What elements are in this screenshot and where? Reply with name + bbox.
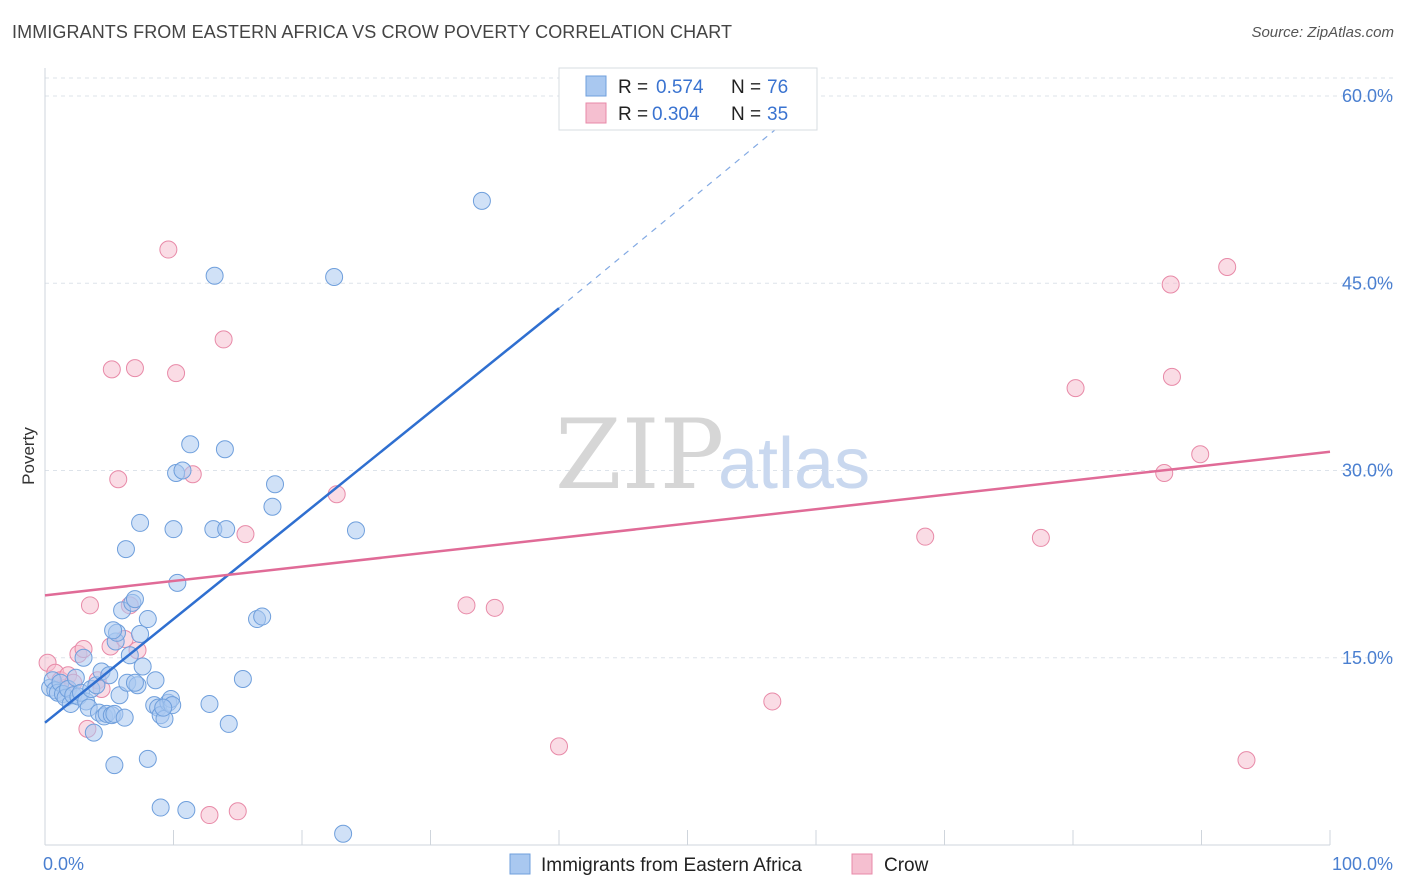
- data-point: [217, 520, 236, 539]
- y-tick-label: 60.0%: [1342, 86, 1393, 106]
- data-point: [215, 440, 234, 459]
- x-tick-label: 100.0%: [1332, 854, 1393, 874]
- data-point: [1161, 275, 1180, 294]
- axes: [44, 68, 1331, 846]
- bottom-legend-label-eastern-africa: Immigrants from Eastern Africa: [541, 855, 802, 876]
- trend-line-crow: [44, 450, 1331, 597]
- data-point: [168, 573, 187, 592]
- x-tick-label: 0.0%: [43, 854, 84, 874]
- data-point: [550, 737, 568, 756]
- data-point: [1237, 751, 1256, 770]
- y-tick-labels: 15.0% 30.0% 45.0% 60.0%: [1342, 86, 1393, 668]
- data-point: [177, 801, 196, 820]
- data-point: [109, 470, 128, 489]
- watermark-atlas: atlas: [718, 424, 870, 504]
- watermark-zip: ZIP: [555, 399, 724, 511]
- data-point: [1066, 379, 1085, 398]
- data-point: [1218, 258, 1237, 277]
- trend-line-eastern-africa: [44, 307, 560, 724]
- data-point: [115, 708, 134, 727]
- data-point: [200, 694, 219, 713]
- bottom-legend: Immigrants from Eastern Africa Crow: [509, 853, 929, 876]
- data-point: [228, 802, 247, 821]
- data-point: [102, 360, 121, 379]
- data-point: [116, 540, 135, 559]
- legend-r-value: 0.304: [652, 104, 700, 125]
- data-point: [131, 513, 150, 532]
- x-tick-labels: 0.0% 100.0%: [43, 854, 1393, 874]
- data-point: [105, 756, 124, 775]
- bottom-legend-swatch-pink: [851, 853, 873, 875]
- data-point: [916, 527, 935, 546]
- data-point: [346, 521, 365, 540]
- legend-r-label: R =: [618, 104, 648, 125]
- data-point: [159, 240, 178, 259]
- data-point: [472, 191, 491, 210]
- data-point: [485, 598, 504, 617]
- data-point: [167, 364, 186, 383]
- eastern-africa-points: [41, 191, 491, 843]
- data-point: [263, 497, 282, 516]
- legend-n-value: 76: [767, 77, 788, 98]
- data-point: [125, 590, 144, 609]
- data-point: [138, 610, 157, 629]
- legend-n-label: N =: [731, 77, 761, 98]
- data-point: [125, 359, 144, 378]
- data-point: [173, 461, 192, 480]
- bottom-legend-label-crow: Crow: [884, 855, 929, 876]
- data-point: [1191, 445, 1210, 464]
- data-point: [151, 798, 170, 817]
- legend-swatch-pink: [585, 102, 607, 124]
- data-point: [266, 475, 285, 494]
- trend-lines: [44, 95, 1331, 724]
- chart-source: Source: ZipAtlas.com: [1251, 24, 1394, 41]
- legend-n-value: 35: [767, 104, 788, 125]
- data-point: [1155, 463, 1174, 482]
- legend-swatch-blue: [585, 75, 607, 97]
- y-axis-label: Poverty: [19, 427, 38, 485]
- legend-r-label: R =: [618, 77, 648, 98]
- data-point: [131, 625, 150, 644]
- data-point: [214, 330, 233, 349]
- data-point: [205, 266, 224, 285]
- data-point: [80, 596, 99, 615]
- data-point: [66, 668, 85, 687]
- data-point: [74, 648, 93, 667]
- data-point: [233, 669, 252, 688]
- data-point: [457, 596, 476, 615]
- data-point: [181, 435, 200, 454]
- data-point: [104, 621, 123, 640]
- data-point: [325, 268, 344, 287]
- data-point: [253, 607, 272, 626]
- data-point: [125, 673, 144, 692]
- data-point: [164, 520, 183, 539]
- y-tick-label: 15.0%: [1342, 648, 1393, 668]
- data-point: [1162, 367, 1181, 386]
- data-point: [84, 723, 103, 742]
- data-point: [100, 666, 119, 685]
- legend-n-label: N =: [731, 104, 761, 125]
- data-point: [219, 714, 238, 733]
- legend-r-value: 0.574: [656, 77, 704, 98]
- data-point: [334, 824, 353, 843]
- data-point: [236, 525, 255, 544]
- data-point: [138, 749, 157, 768]
- top-legend: R = 0.574 N = 76 R = 0.304 N = 35: [558, 67, 818, 131]
- data-point: [146, 671, 165, 690]
- data-point: [1031, 528, 1050, 547]
- grid-lines: [45, 77, 1393, 659]
- data-point: [200, 806, 219, 825]
- data-point: [763, 692, 782, 711]
- data-point: [133, 657, 152, 676]
- bottom-legend-swatch-blue: [509, 853, 531, 875]
- y-tick-label: 30.0%: [1342, 461, 1393, 481]
- chart-title: IMMIGRANTS FROM EASTERN AFRICA VS CROW P…: [12, 22, 733, 42]
- y-tick-label: 45.0%: [1342, 273, 1393, 293]
- trend-line-eastern-africa-extension: [558, 95, 817, 309]
- data-point: [154, 698, 173, 717]
